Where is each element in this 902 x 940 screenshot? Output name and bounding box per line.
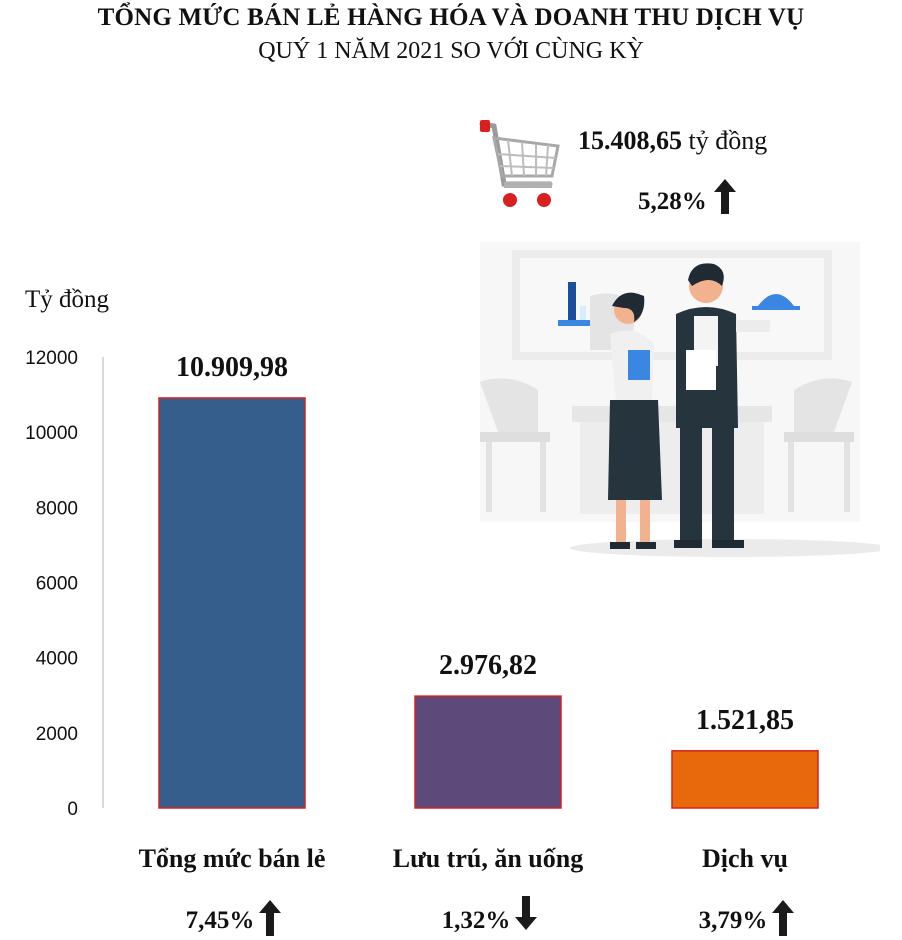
chair-left-leg <box>540 442 546 512</box>
y-tick-label: 12000 <box>25 348 78 369</box>
y-tick-label: 6000 <box>36 574 78 595</box>
y-axis-label: Tỷ đồng <box>25 286 110 313</box>
y-tick-label: 10000 <box>25 423 78 444</box>
y-tick-label: 4000 <box>36 649 78 670</box>
total-value-line: 15.408,65 tỷ đồng <box>578 126 767 156</box>
bar-chart: 0 2000 4000 6000 8000 10000 12000 10.909,98 Tổng… <box>25 348 819 936</box>
total-value: 15.408,65 <box>578 126 682 155</box>
chair-right-back <box>794 378 852 432</box>
chart-subtitle: QUÝ 1 NĂM 2021 SO VỚI CÙNG KỲ <box>258 38 644 64</box>
category-change-label: 3,79% <box>699 907 768 934</box>
arrow-down-icon <box>515 896 537 930</box>
category-change-label: 7,45% <box>186 907 255 934</box>
bar <box>414 695 562 809</box>
y-tick-label: 8000 <box>36 498 78 519</box>
total-change: 5,28% <box>638 188 707 215</box>
arrow-up-icon <box>714 179 736 214</box>
bar-value-label: 2.976,82 <box>439 650 537 681</box>
chair-right-seat <box>784 432 854 442</box>
chair-right-leg <box>844 442 850 512</box>
chair-left-seat <box>480 432 550 442</box>
waiter-figure <box>674 263 800 548</box>
bar-value-label: 10.909,98 <box>176 352 288 383</box>
bar-value-label: 1.521,85 <box>696 705 794 736</box>
category-label: Dịch vụ <box>702 844 788 873</box>
category-label: Tổng mức bán lẻ <box>139 844 326 873</box>
bar <box>671 750 819 809</box>
total-change-line: 5,28% <box>638 177 737 216</box>
bar <box>158 397 306 809</box>
category-label: Lưu trú, ăn uống <box>393 844 583 873</box>
chair-left-back <box>480 378 538 432</box>
arrow-up-icon <box>259 900 281 936</box>
category-change-label: 1,32% <box>442 907 511 934</box>
waiters-illustration <box>480 242 880 557</box>
total-unit: tỷ đồng <box>688 126 768 155</box>
chair-right-leg <box>788 442 794 512</box>
y-tick-label: 0 <box>67 799 78 820</box>
chart-title: TỔNG MỨC BÁN LẺ HÀNG HÓA VÀ DOANH THU DỊ… <box>97 4 805 31</box>
shopping-cart-icon <box>479 120 560 207</box>
waitress-figure <box>558 282 662 549</box>
y-tick-label: 2000 <box>36 724 78 745</box>
arrow-up-icon <box>772 900 794 936</box>
chair-left-leg <box>486 442 492 512</box>
